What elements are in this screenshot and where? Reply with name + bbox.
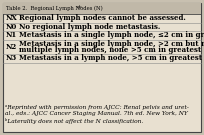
Text: N0: N0 (6, 23, 17, 31)
Bar (3, 3, 201, 14)
Text: Metastasis in a lymph node, >5 cm in greatest di: Metastasis in a lymph node, >5 cm in gre… (19, 54, 204, 62)
Text: ᵇLaterality does not affect the N classification.: ᵇLaterality does not affect the N classi… (5, 118, 143, 124)
Text: N2: N2 (6, 43, 17, 51)
Text: Table 2.  Regional Lymph Nodes (N): Table 2. Regional Lymph Nodes (N) (6, 6, 103, 11)
Text: al., eds.: AJCC Cancer Staging Manual. 7th ed. New York, NY: al., eds.: AJCC Cancer Staging Manual. 7… (5, 112, 188, 117)
Text: NX: NX (6, 14, 18, 22)
Text: Metastasis in a single lymph node, >2 cm but not: Metastasis in a single lymph node, >2 cm… (19, 40, 204, 48)
Text: multiple lymph nodes, none >5 cm in greatest dim: multiple lymph nodes, none >5 cm in grea… (19, 46, 204, 54)
Text: ᵃReprinted with permission from AJCC: Renal pelvis and uret-: ᵃReprinted with permission from AJCC: Re… (5, 105, 189, 110)
Text: a,b: a,b (77, 4, 82, 9)
Text: N1: N1 (6, 31, 17, 39)
Text: N3: N3 (6, 54, 17, 62)
Text: Metastasis in a single lymph node, ≤2 cm in grea: Metastasis in a single lymph node, ≤2 cm… (19, 31, 204, 39)
Text: Regional lymph nodes cannot be assessed.: Regional lymph nodes cannot be assessed. (19, 14, 186, 22)
Text: No regional lymph node metastasis.: No regional lymph node metastasis. (19, 23, 160, 31)
